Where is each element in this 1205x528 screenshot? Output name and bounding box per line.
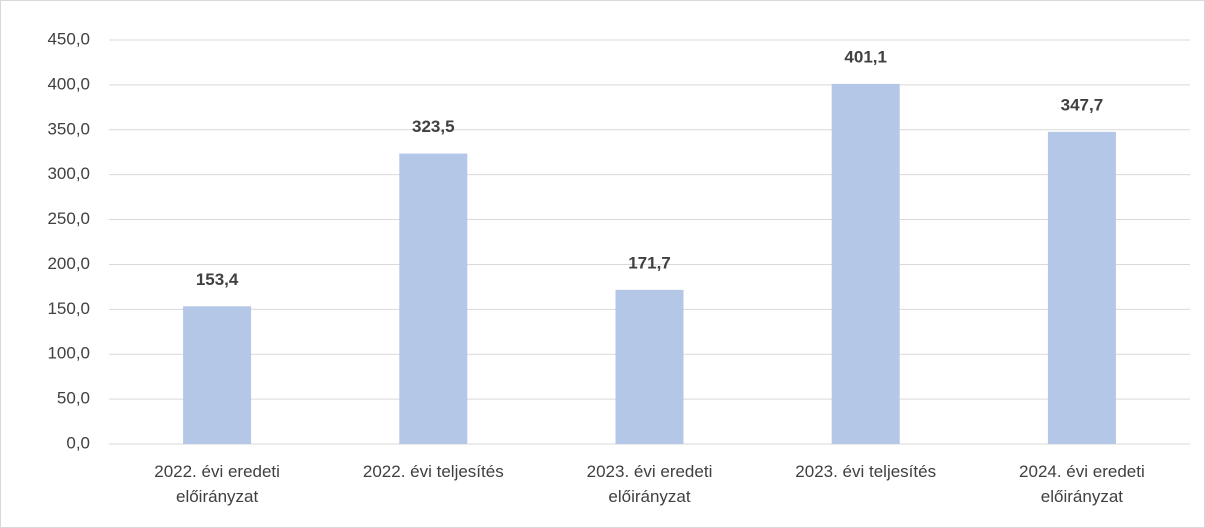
- bar: [183, 306, 252, 444]
- y-tick-label: 250,0: [47, 209, 90, 228]
- bar: [831, 83, 900, 444]
- data-label: 401,1: [844, 47, 887, 66]
- y-tick-label: 350,0: [47, 119, 90, 138]
- y-tick-label: 450,0: [47, 29, 90, 48]
- y-tick-label: 150,0: [47, 299, 90, 318]
- x-tick-label: 2024. évi eredeti előirányzat: [1019, 462, 1145, 506]
- data-label: 171,7: [628, 253, 671, 272]
- y-tick-label: 400,0: [47, 74, 90, 93]
- y-tick-label: 0,0: [66, 433, 90, 452]
- data-label: 153,4: [196, 270, 239, 289]
- y-tick-label: 100,0: [47, 344, 90, 363]
- y-tick-label: 200,0: [47, 254, 90, 273]
- x-tick-label: 2023. évi teljesítés: [795, 462, 937, 481]
- y-tick-label: 50,0: [57, 389, 90, 408]
- bar: [1047, 131, 1116, 445]
- data-label: 323,5: [412, 117, 455, 136]
- bar: [615, 289, 684, 444]
- x-tick-label: 2023. évi eredeti előirányzat: [586, 462, 713, 506]
- bar: [399, 153, 468, 444]
- data-label: 347,7: [1061, 95, 1104, 114]
- x-tick-label: 2022. évi teljesítés: [362, 462, 504, 481]
- x-tick-label: 2022. évi eredeti előirányzat: [154, 462, 280, 506]
- y-tick-label: 300,0: [47, 164, 90, 183]
